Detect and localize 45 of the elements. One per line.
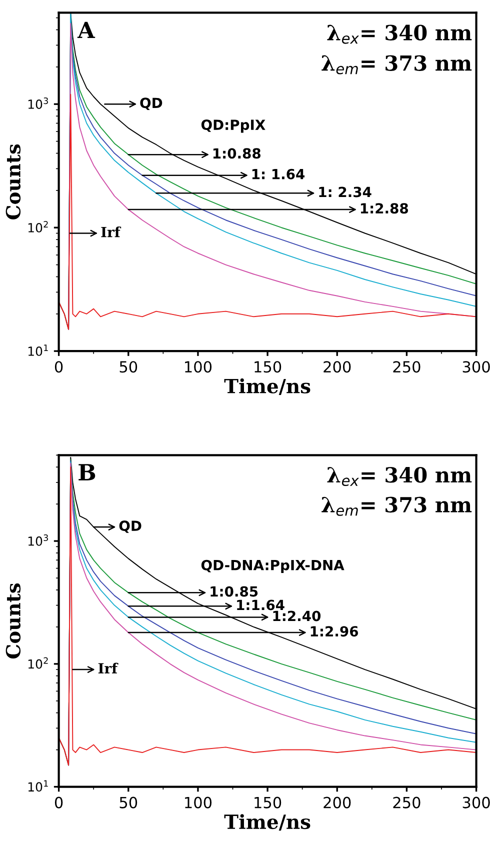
chart-title: B [78, 464, 96, 480]
annotation: QD-DNA:PpIX-DNA [201, 560, 344, 574]
y-tick-label: 10$^{1}$ [28, 780, 48, 792]
annotation: Irf [98, 662, 118, 674]
y-axis-title: Counts [6, 144, 21, 220]
annotation: λ$_{ex}$= 340 nm [327, 466, 472, 486]
x-tick-label: 300 [462, 361, 490, 373]
annotation: 1:0.85 [210, 586, 258, 597]
x-tick-label: 150 [254, 361, 282, 373]
y-tick-label: 10$^{2}$ [28, 220, 48, 232]
x-tick-label: 250 [393, 796, 420, 808]
x-tick-label: 0 [54, 361, 63, 373]
annotation: QD:PpIX [201, 120, 266, 133]
x-tick-label: 100 [185, 361, 212, 373]
annotation: 1: 1.64 [252, 168, 305, 180]
y-tick-label: 10$^{2}$ [28, 657, 48, 669]
annotation: QD [140, 98, 162, 110]
annotation: 1:2.88 [360, 203, 408, 214]
annotation: 1:2.40 [273, 610, 321, 622]
y-tick-label: 10$^{1}$ [28, 344, 48, 356]
x-axis-title: Time/ns [224, 378, 310, 395]
x-tick-label: 0 [54, 796, 63, 808]
annotation: 1:1.64 [237, 600, 284, 610]
x-axis-title: Time/ns [224, 814, 310, 831]
y-tick-label: 10$^{3}$ [28, 97, 48, 109]
x-tick-label: 100 [185, 796, 212, 808]
x-tick-label: 250 [393, 361, 420, 373]
annotation: 1:2.96 [310, 626, 358, 637]
annotation: λ$_{ex}$= 340 nm [327, 24, 472, 44]
annotation: 1: 2.34 [319, 186, 372, 198]
x-tick-label: 50 [120, 361, 138, 373]
y-tick-label: 10$^{3}$ [28, 534, 48, 546]
annotation: 1:0.88 [213, 148, 260, 159]
annotation: λ$_{em}$= 373 nm [322, 55, 472, 74]
y-axis-title: Counts [6, 583, 21, 658]
line-series [58, 94, 476, 330]
chart-title: A [77, 22, 96, 38]
annotation: Irf [101, 226, 122, 238]
x-tick-label: 150 [254, 796, 282, 808]
annotation: λ$_{em}$= 373 nm [322, 496, 472, 516]
x-tick-label: 300 [462, 796, 490, 808]
x-tick-label: 200 [324, 361, 351, 373]
x-tick-label: 50 [120, 796, 138, 808]
annotation: QD [119, 520, 142, 533]
x-tick-label: 200 [324, 796, 351, 808]
